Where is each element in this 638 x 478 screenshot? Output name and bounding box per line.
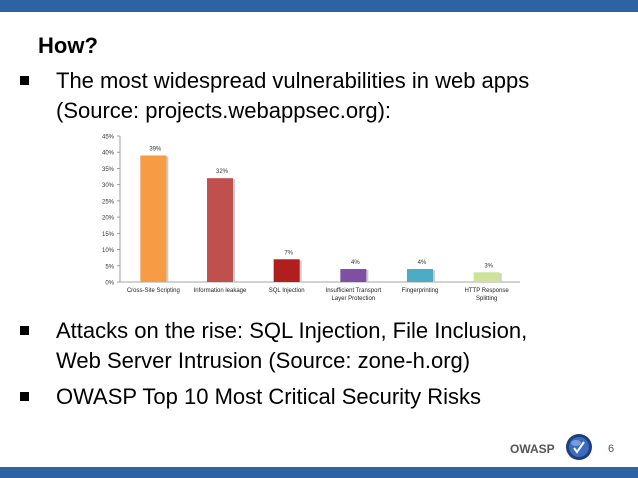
data-label: 7% (284, 250, 293, 256)
bullet-square-icon (20, 76, 29, 85)
y-tick-label: 25% (102, 199, 115, 205)
y-tick-label: 35% (102, 167, 115, 173)
owasp-logo-icon (566, 434, 592, 460)
bar (407, 269, 433, 282)
vulnerability-bar-chart: 0% 5% 10% 15% 20% 25% 30% 35% 40% 45% 39% Cross-Sit… (102, 135, 520, 302)
y-tick-label: 0% (105, 281, 114, 287)
data-label: 3% (484, 263, 493, 269)
page-number: 6 (608, 443, 615, 455)
x-tick-label: Layer Protection (331, 296, 375, 302)
x-tick-label: Fingerprinting (402, 288, 439, 294)
y-tick-label: 20% (102, 216, 115, 222)
bottom-accent-bar (0, 467, 638, 478)
data-label: 4% (418, 260, 427, 266)
data-label: 32% (216, 169, 229, 175)
x-tick-label: SQL Injection (269, 288, 305, 294)
x-tick-label: Cross-Site Scripting (127, 288, 180, 294)
bar (340, 269, 367, 282)
y-tick-label: 45% (102, 135, 115, 141)
bar (273, 259, 300, 282)
x-tick-label: Information leakage (194, 288, 247, 294)
y-tick-label: 15% (102, 232, 115, 238)
slide-title: How? (38, 33, 98, 58)
bar (473, 272, 500, 282)
y-tick-label: 10% (102, 248, 115, 254)
data-label: 4% (351, 260, 360, 266)
y-tick-label: 5% (105, 264, 114, 270)
bullet-text-line: The most widespread vulnerabilities in w… (56, 68, 530, 93)
bar (140, 155, 167, 282)
x-tick-label: Splitting (476, 296, 497, 302)
bar (207, 178, 233, 282)
bullet-text-line: OWASP Top 10 Most Critical Security Risk… (56, 384, 482, 409)
bullet-text-line: Attacks on the rise: SQL Injection, File… (56, 318, 528, 343)
bullet-text-line: (Source: projects.webappsec.org): (56, 98, 392, 123)
top-accent-bar (0, 0, 638, 12)
footer-brand: OWASP (510, 442, 555, 456)
y-tick-label: 40% (102, 151, 115, 157)
x-tick-label: Insufficient Transport (326, 288, 382, 294)
data-label: 39% (149, 146, 162, 152)
x-tick-label: HTTP Response (465, 288, 510, 294)
bullet-text-line: Web Server Intrusion (Source: zone-h.org… (56, 348, 471, 373)
y-tick-label: 30% (102, 183, 115, 189)
bullet-square-icon (20, 326, 29, 335)
bullet-square-icon (20, 392, 29, 401)
